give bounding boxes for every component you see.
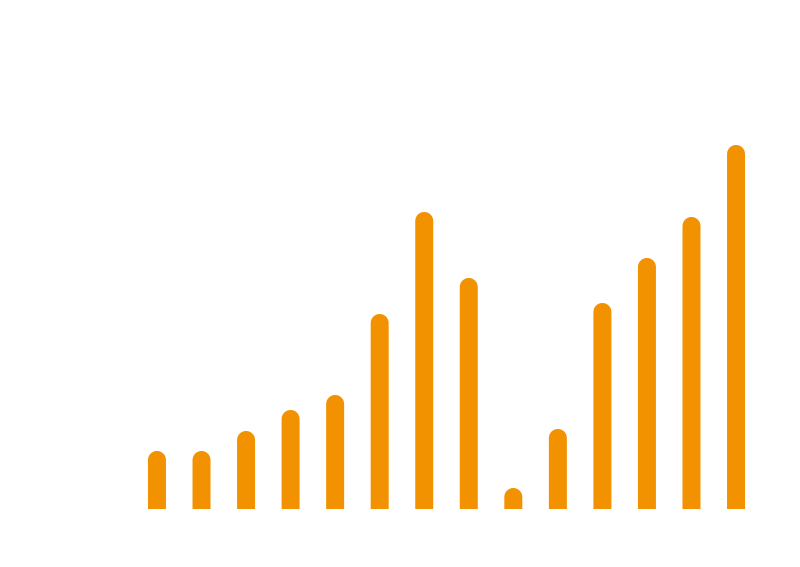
bar <box>727 145 746 509</box>
bar <box>459 278 478 509</box>
bar <box>415 212 434 509</box>
bar <box>370 314 389 509</box>
bar <box>281 410 300 509</box>
bar <box>637 258 656 509</box>
bar <box>548 429 567 509</box>
bar <box>326 395 345 509</box>
bar <box>237 431 256 509</box>
bar <box>192 451 211 509</box>
bar <box>504 488 523 509</box>
bar <box>682 217 701 509</box>
bar <box>593 303 612 509</box>
bar <box>147 451 166 509</box>
